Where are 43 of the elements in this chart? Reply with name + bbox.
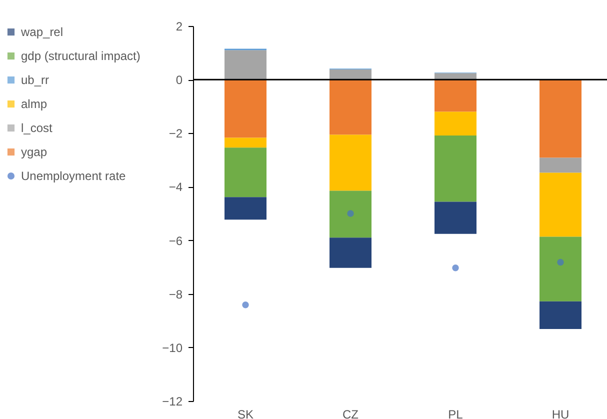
x-tick-label: PL — [448, 408, 464, 419]
bar — [540, 80, 582, 158]
legend-label: wap_rel — [20, 25, 64, 39]
bar — [224, 148, 266, 198]
x-tick-label: CZ — [342, 408, 358, 419]
y-tick-label: 2 — [176, 20, 183, 34]
bar — [434, 73, 476, 80]
bar — [434, 80, 476, 112]
bar — [224, 50, 266, 80]
point — [347, 210, 354, 217]
y-tick-label: −4 — [168, 180, 183, 194]
bar — [224, 80, 266, 138]
legend-label: almp — [21, 97, 48, 111]
bar — [540, 236, 582, 302]
legend-label: ub_rr — [21, 73, 50, 87]
bar — [434, 202, 476, 234]
bar — [540, 172, 582, 237]
y-tick-label: −8 — [168, 287, 183, 302]
legend-label: Unemployment rate — [21, 169, 126, 183]
point — [242, 301, 249, 308]
legend-label: l_cost — [21, 121, 54, 135]
y-tick-label: −12 — [162, 394, 183, 408]
legend-label: gdp (structural impact) — [21, 49, 140, 63]
x-tick-label: HU — [552, 408, 570, 419]
legend-label: ygap — [21, 145, 48, 159]
bar — [434, 112, 476, 136]
bar — [330, 238, 372, 268]
bar — [224, 138, 266, 148]
x-tick-label: SK — [237, 408, 254, 419]
bar — [330, 134, 372, 191]
bar — [540, 301, 582, 329]
bar — [434, 136, 476, 202]
bar — [330, 69, 372, 80]
bar — [540, 158, 582, 173]
y-tick-label: −10 — [162, 340, 183, 355]
point — [452, 264, 459, 272]
point — [557, 258, 564, 266]
bar — [330, 190, 372, 238]
y-tick-label: −2 — [168, 126, 183, 141]
bar — [224, 197, 266, 220]
bar — [330, 80, 372, 135]
y-tick-label: 0 — [176, 73, 183, 88]
y-tick-label: −6 — [168, 234, 183, 248]
